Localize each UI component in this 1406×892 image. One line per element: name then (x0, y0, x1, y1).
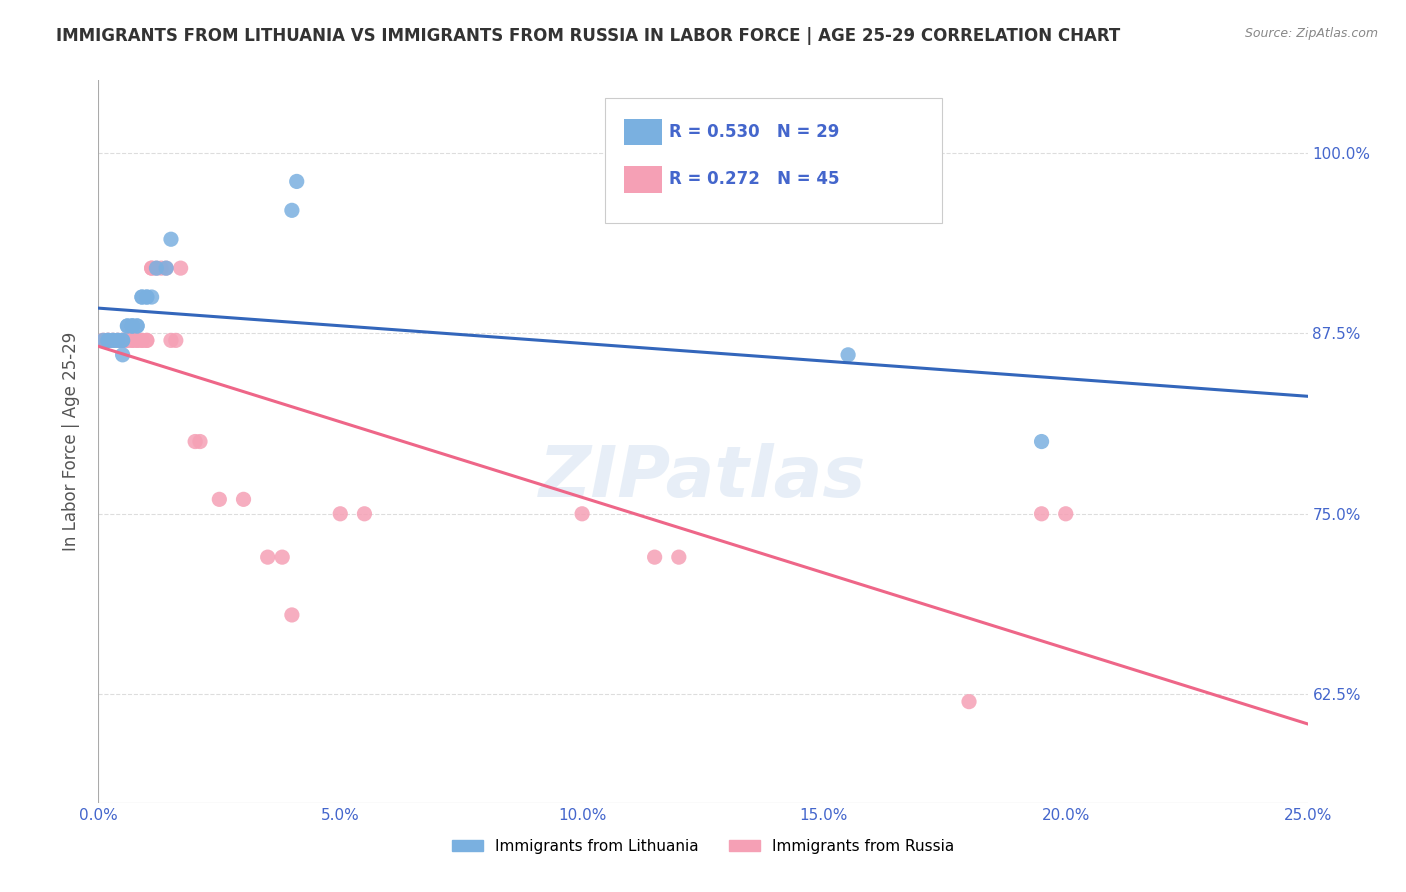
Point (668, 550, 690, 565)
Legend: Immigrants from Lithuania, Immigrants from Russia: Immigrants from Lithuania, Immigrants fr… (446, 833, 960, 860)
Point (97, 334, 120, 348)
Point (353, 507, 375, 521)
Point (232, 492, 254, 507)
Point (131, 334, 153, 348)
Point (97, 334, 120, 348)
Point (97, 334, 120, 348)
Point (208, 492, 231, 507)
Point (160, 232, 183, 246)
Point (135, 290, 157, 304)
Point (91, 334, 114, 348)
Point (141, 290, 163, 304)
Point (111, 334, 134, 348)
Point (957, 695, 980, 709)
Point (329, 507, 352, 521)
Point (111, 348, 134, 362)
Point (281, 203, 304, 218)
Point (131, 290, 153, 304)
Point (165, 334, 187, 348)
Point (91, 334, 114, 348)
Point (117, 318, 139, 333)
Text: Source: ZipAtlas.com: Source: ZipAtlas.com (1244, 27, 1378, 40)
Point (127, 334, 149, 348)
Point (141, 261, 163, 276)
Point (145, 261, 167, 276)
Point (155, 261, 177, 276)
Point (111, 334, 134, 348)
Point (127, 318, 149, 333)
Point (184, 434, 207, 449)
Point (91, 334, 114, 348)
Point (101, 334, 124, 348)
Point (101, 334, 124, 348)
Point (1031, 507, 1053, 521)
Point (131, 290, 153, 304)
Point (837, 348, 859, 362)
Point (111, 334, 134, 348)
Point (131, 334, 153, 348)
Point (121, 318, 143, 333)
Point (135, 334, 157, 348)
Point (107, 334, 129, 348)
Text: R = 0.530   N = 29: R = 0.530 N = 29 (669, 123, 839, 141)
Point (127, 318, 149, 333)
Point (101, 334, 124, 348)
Point (571, 507, 593, 521)
Point (97, 334, 120, 348)
Point (1031, 434, 1053, 449)
Point (145, 261, 167, 276)
Point (285, 174, 308, 188)
Point (155, 261, 177, 276)
Text: ZIPatlas: ZIPatlas (540, 443, 866, 512)
Point (256, 550, 278, 565)
Point (127, 334, 149, 348)
Point (135, 290, 157, 304)
Point (97, 334, 120, 348)
Text: R = 0.272   N = 45: R = 0.272 N = 45 (669, 170, 839, 188)
Point (111, 334, 134, 348)
Point (101, 334, 124, 348)
Point (150, 261, 173, 276)
Point (188, 434, 211, 449)
Point (117, 334, 139, 348)
Point (117, 318, 139, 333)
Point (121, 334, 143, 348)
Point (121, 334, 143, 348)
Point (107, 334, 129, 348)
Point (121, 318, 143, 333)
Point (111, 334, 134, 348)
Point (160, 334, 183, 348)
Point (107, 334, 129, 348)
Point (135, 334, 157, 348)
Point (281, 607, 304, 622)
Point (141, 261, 163, 276)
Point (1054, 507, 1077, 521)
Point (271, 550, 294, 565)
Point (121, 318, 143, 333)
Y-axis label: In Labor Force | Age 25-29: In Labor Force | Age 25-29 (62, 332, 80, 551)
Point (169, 261, 191, 276)
Point (644, 550, 666, 565)
Point (117, 334, 139, 348)
Point (107, 334, 129, 348)
Text: IMMIGRANTS FROM LITHUANIA VS IMMIGRANTS FROM RUSSIA IN LABOR FORCE | AGE 25-29 C: IMMIGRANTS FROM LITHUANIA VS IMMIGRANTS … (56, 27, 1121, 45)
